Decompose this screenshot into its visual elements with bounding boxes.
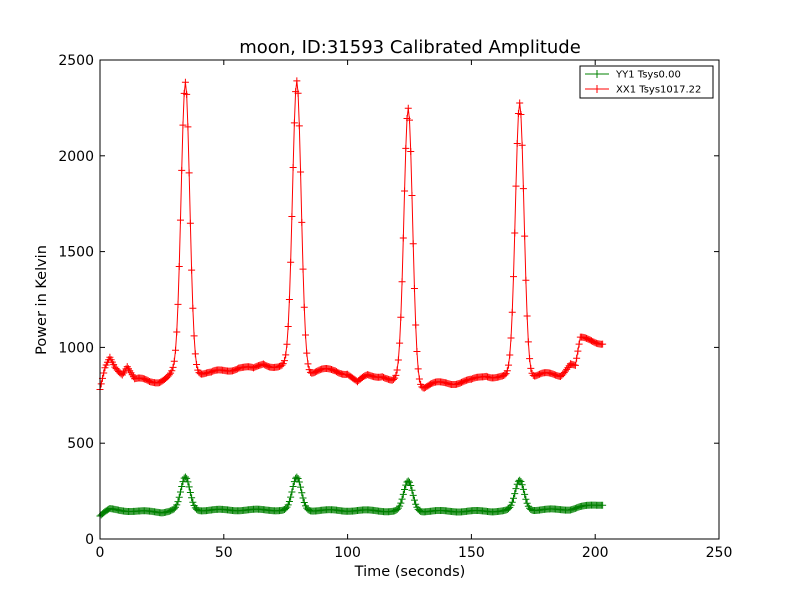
y-axis-label: Power in Kelvin [34,245,50,355]
x-tick-label: 200 [582,545,609,561]
y-tick-label: 1500 [58,245,94,261]
series-yy1 [96,473,607,520]
y-tick-label: 2500 [58,53,94,69]
plot-background [100,60,719,539]
y-tick-label: 2000 [58,149,94,165]
y-tick-label: 500 [67,436,94,452]
legend-marker-yy1 [593,70,601,78]
legend-entry-xx1: XX1 Tsys1017.22 [585,85,701,96]
legend-label-yy1: YY1 Tsys0.00 [615,70,681,81]
x-tick-label: 100 [334,545,361,561]
x-tick-label: 50 [215,545,233,561]
chart-title: moon, ID:31593 Calibrated Amplitude [239,37,581,58]
x-tick-label: 0 [96,545,105,561]
x-tick-label: 250 [706,545,733,561]
legend-entry-yy1: YY1 Tsys0.00 [585,70,681,81]
legend-frame [579,65,714,99]
y-tick-label: 0 [85,532,94,548]
legend: YY1 Tsys0.00 XX1 Tsys1017.22 [579,65,714,99]
x-axis-label: Time (seconds) [354,564,466,580]
plot-border [99,59,720,540]
legend-label-xx1: XX1 Tsys1017.22 [616,85,701,96]
y-tick-label: 1000 [58,340,94,356]
legend-marker-xx1 [593,85,601,93]
x-tick-label: 150 [458,545,485,561]
